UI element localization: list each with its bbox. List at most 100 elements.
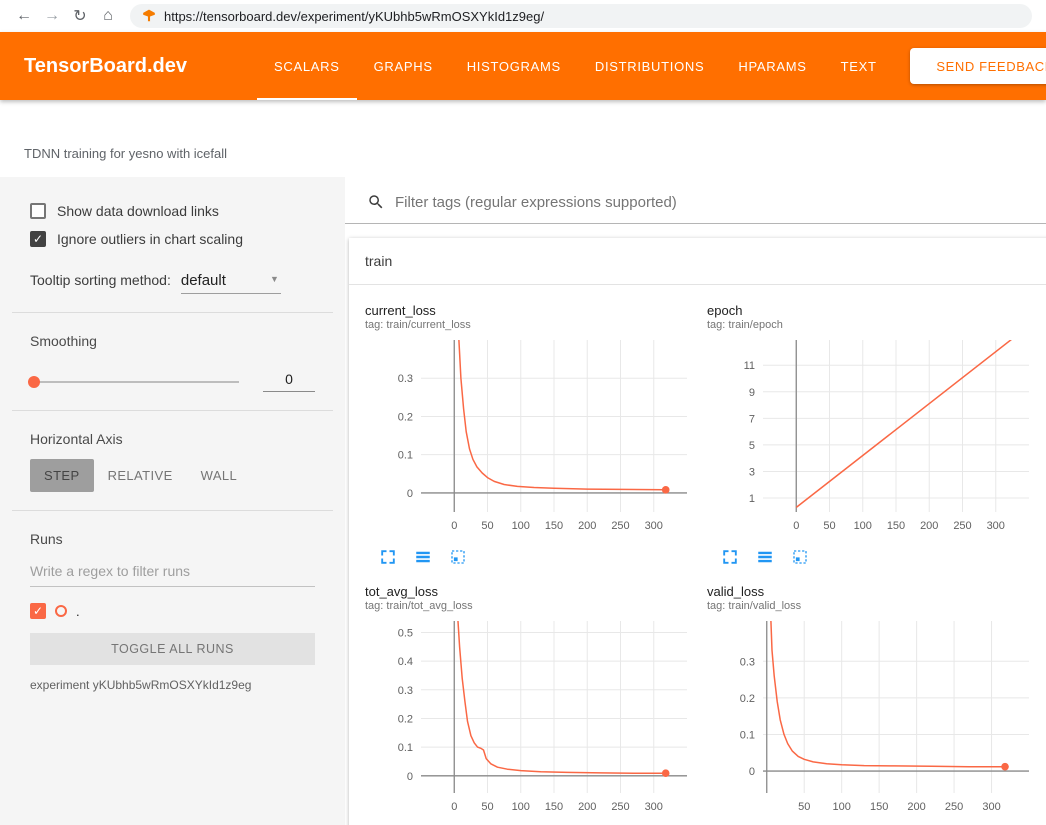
- svg-text:0: 0: [451, 801, 457, 813]
- url-text[interactable]: https://tensorboard.dev/experiment/yKUbh…: [164, 9, 544, 24]
- svg-text:0.3: 0.3: [398, 685, 413, 697]
- chart-card-epoch: epochtag: train/epoch0501001502002503001…: [705, 291, 1046, 572]
- tab-hparams[interactable]: HPARAMS: [721, 32, 823, 100]
- smoothing-value-field[interactable]: 0: [263, 371, 315, 392]
- forward-icon[interactable]: →: [38, 3, 66, 29]
- chart-tag: tag: train/current_loss: [365, 319, 705, 331]
- chart-plot-epoch[interactable]: 0501001502002503001357911: [705, 334, 1041, 540]
- charts-grid: current_losstag: train/current_loss05010…: [349, 285, 1046, 825]
- fit-domain-icon[interactable]: [449, 548, 467, 566]
- tag-group-header[interactable]: train: [349, 238, 1046, 285]
- toggle-all-runs-button[interactable]: TOGGLE ALL RUNS: [30, 633, 315, 665]
- svg-text:100: 100: [854, 520, 872, 532]
- svg-text:0.3: 0.3: [740, 656, 755, 668]
- tooltip-sorting-label: Tooltip sorting method:: [30, 272, 171, 288]
- smoothing-slider-thumb[interactable]: [28, 376, 40, 388]
- send-feedback-button[interactable]: SEND FEEDBACK: [910, 48, 1046, 84]
- ignore-outliers-row[interactable]: ✓ Ignore outliers in chart scaling: [30, 231, 315, 247]
- back-icon[interactable]: ←: [10, 3, 38, 29]
- tab-text[interactable]: TEXT: [824, 32, 894, 100]
- run-color-swatch: [55, 605, 67, 617]
- smoothing-slider-row: 0: [30, 371, 315, 392]
- chart-title: epoch: [707, 303, 1046, 318]
- chart-plot-current_loss[interactable]: 05010015020025030000.10.20.3: [363, 334, 699, 540]
- tensorboard-favicon: [142, 9, 156, 23]
- svg-text:0: 0: [749, 766, 755, 778]
- svg-text:0: 0: [407, 771, 413, 783]
- smoothing-slider[interactable]: [30, 381, 239, 383]
- tooltip-sorting-dropdown[interactable]: default ▼: [181, 271, 281, 294]
- browser-chrome: ←→↻⌂ https://tensorboard.dev/experiment/…: [0, 0, 1046, 32]
- svg-text:0: 0: [407, 488, 413, 500]
- show-download-links-checkbox[interactable]: [30, 203, 46, 219]
- reload-icon[interactable]: ↻: [66, 3, 94, 29]
- chart-tag: tag: train/epoch: [707, 319, 1046, 331]
- chart-plot-tot_avg_loss[interactable]: 05010015020025030000.10.20.30.40.5: [363, 615, 699, 821]
- svg-text:100: 100: [512, 801, 530, 813]
- svg-text:9: 9: [749, 387, 755, 399]
- svg-text:200: 200: [578, 801, 596, 813]
- experiment-id: experiment yKUbhb5wRmOSXYkId1z9eg: [30, 678, 315, 692]
- axis-relative-button[interactable]: RELATIVE: [94, 459, 187, 492]
- nav-tabs: SCALARSGRAPHSHISTOGRAMSDISTRIBUTIONSHPAR…: [257, 32, 894, 100]
- tab-histograms[interactable]: HISTOGRAMS: [450, 32, 578, 100]
- svg-text:150: 150: [545, 520, 563, 532]
- tensorboard-logo[interactable]: TensorBoard.dev: [24, 55, 187, 78]
- chart-title: current_loss: [365, 303, 705, 318]
- svg-text:200: 200: [920, 520, 938, 532]
- chart-title: valid_loss: [707, 584, 1046, 599]
- ignore-outliers-checkbox[interactable]: ✓: [30, 231, 46, 247]
- chart-toolbar: [705, 821, 1046, 825]
- svg-text:50: 50: [481, 801, 493, 813]
- sidebar-divider: [12, 410, 333, 411]
- show-download-links-row[interactable]: Show data download links: [30, 203, 315, 219]
- expand-chart-icon[interactable]: [379, 548, 397, 566]
- app-header: TensorBoard.dev SCALARSGRAPHSHISTOGRAMSD…: [0, 32, 1046, 100]
- home-icon[interactable]: ⌂: [94, 3, 122, 29]
- tab-graphs[interactable]: GRAPHS: [357, 32, 450, 100]
- tab-scalars[interactable]: SCALARS: [257, 32, 357, 100]
- chart-toolbar: [363, 540, 705, 572]
- horizontal-axis-buttons: STEPRELATIVEWALL: [30, 459, 315, 492]
- chart-title: tot_avg_loss: [365, 584, 705, 599]
- horizontal-axis-label: Horizontal Axis: [30, 431, 315, 447]
- view-data-icon[interactable]: [756, 548, 774, 566]
- svg-text:0.1: 0.1: [740, 729, 755, 741]
- svg-text:250: 250: [611, 801, 629, 813]
- tooltip-sorting-value: default: [181, 272, 226, 289]
- svg-text:0.5: 0.5: [398, 627, 413, 639]
- experiment-title: TDNN training for yesno with icefall: [24, 146, 227, 161]
- tag-group-title: train: [365, 253, 392, 269]
- tooltip-sorting-row: Tooltip sorting method: default ▼: [30, 271, 315, 294]
- address-bar[interactable]: https://tensorboard.dev/experiment/yKUbh…: [130, 4, 1032, 28]
- sidebar-divider: [12, 312, 333, 313]
- tag-group-card: train current_losstag: train/current_los…: [349, 238, 1046, 825]
- svg-text:100: 100: [512, 520, 530, 532]
- tag-filter-input[interactable]: [395, 194, 1046, 211]
- svg-text:100: 100: [832, 801, 850, 813]
- run-checkbox[interactable]: ✓: [30, 603, 46, 619]
- svg-text:150: 150: [870, 801, 888, 813]
- chart-card-current_loss: current_losstag: train/current_loss05010…: [363, 291, 705, 572]
- svg-text:200: 200: [578, 520, 596, 532]
- fit-domain-icon[interactable]: [791, 548, 809, 566]
- svg-text:1: 1: [749, 493, 755, 505]
- svg-text:5: 5: [749, 440, 755, 452]
- show-download-links-label: Show data download links: [57, 203, 219, 219]
- axis-step-button[interactable]: STEP: [30, 459, 94, 492]
- chart-plot-valid_loss[interactable]: 5010015020025030000.10.20.3: [705, 615, 1041, 821]
- axis-wall-button[interactable]: WALL: [187, 459, 252, 492]
- tab-distributions[interactable]: DISTRIBUTIONS: [578, 32, 722, 100]
- svg-text:50: 50: [798, 801, 810, 813]
- expand-chart-icon[interactable]: [721, 548, 739, 566]
- svg-text:300: 300: [645, 520, 663, 532]
- scalars-dashboard: train current_losstag: train/current_los…: [345, 177, 1046, 825]
- experiment-title-bar: TDNN training for yesno with icefall: [0, 100, 1046, 177]
- chart-card-tot_avg_loss: tot_avg_losstag: train/tot_avg_loss05010…: [363, 572, 705, 825]
- svg-text:0.1: 0.1: [398, 742, 413, 754]
- run-list-item[interactable]: ✓ .: [30, 603, 315, 619]
- view-data-icon[interactable]: [414, 548, 432, 566]
- runs-filter-input[interactable]: [30, 559, 315, 587]
- svg-text:0.3: 0.3: [398, 373, 413, 385]
- svg-text:0.2: 0.2: [740, 693, 755, 705]
